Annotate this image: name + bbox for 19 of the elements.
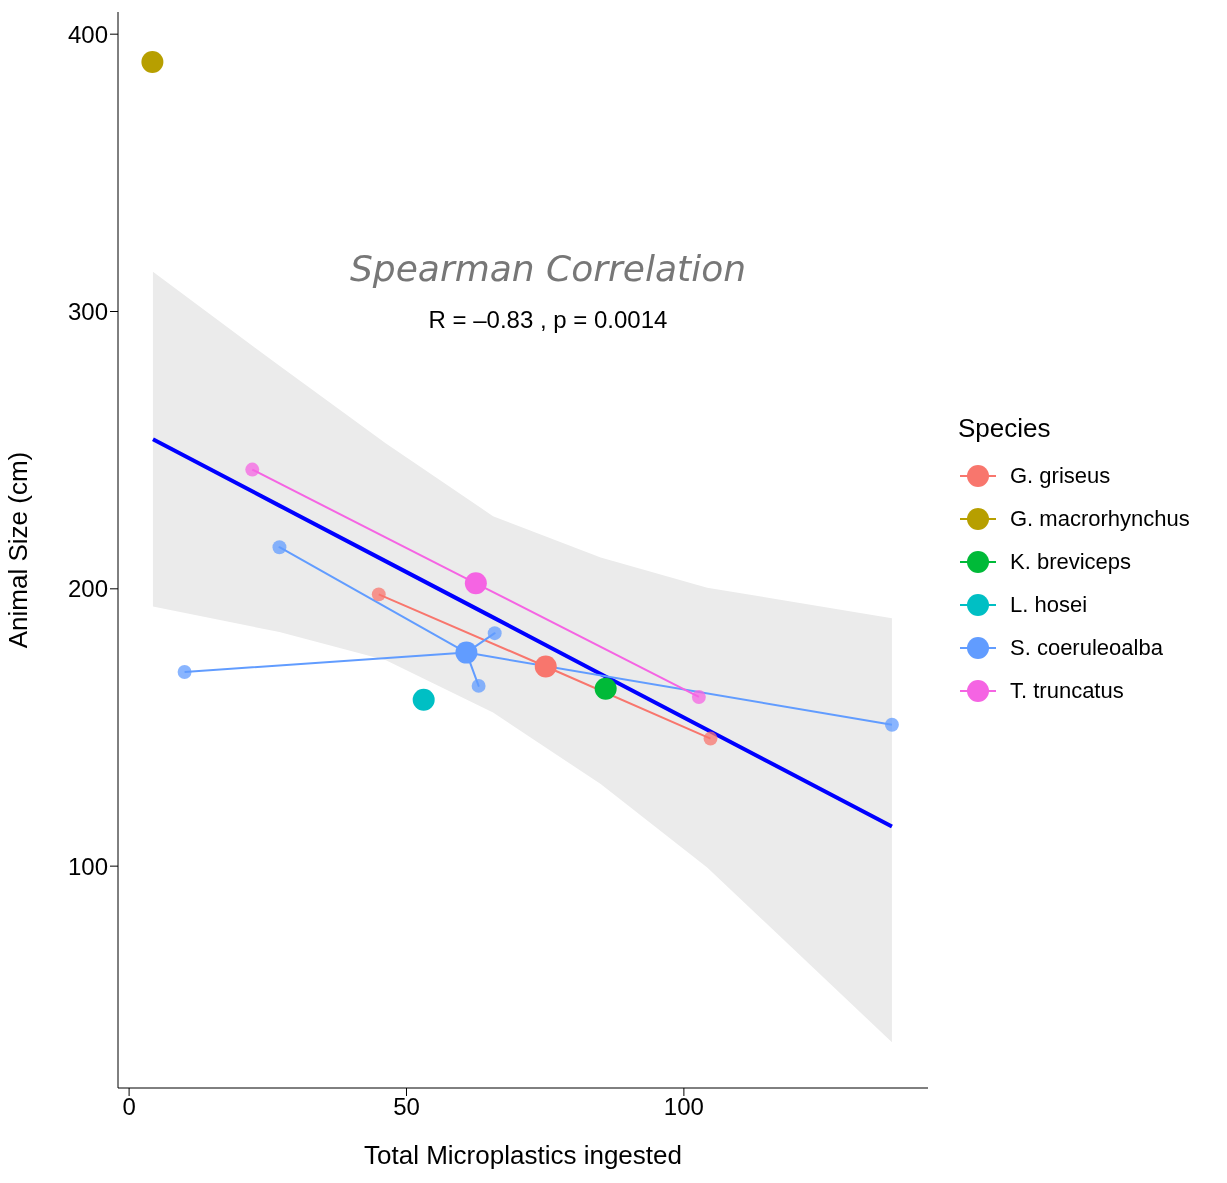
y-tick-label: 100	[67, 852, 108, 880]
y-tick-label: 400	[67, 20, 108, 48]
x-axis-title: Total Microplastics ingested	[364, 1140, 682, 1170]
legend-label: T. truncatus	[1010, 677, 1124, 704]
legend-label: L. hosei	[1010, 591, 1088, 618]
legend-label: K. breviceps	[1010, 548, 1132, 575]
y-tick-label: 300	[67, 298, 108, 326]
annotation: Spearman Correlation	[348, 248, 747, 289]
x-tick-label: 50	[393, 1093, 420, 1121]
annotation: R = –0.83 , p = 0.0014	[427, 306, 669, 334]
x-tick-label: 0	[122, 1093, 136, 1121]
x-tick-label: 100	[663, 1093, 704, 1121]
line-series	[150, 437, 894, 829]
legend-title: Species	[958, 413, 1052, 444]
legend-label: G. macrorhynchus	[1010, 505, 1190, 532]
legend-label: S. coeruleoalba	[1010, 634, 1163, 661]
y-tick-label: 200	[67, 575, 108, 603]
legend-label: G. griseus	[1010, 462, 1111, 489]
y-axis-title: Animal Size (cm)	[3, 451, 34, 649]
